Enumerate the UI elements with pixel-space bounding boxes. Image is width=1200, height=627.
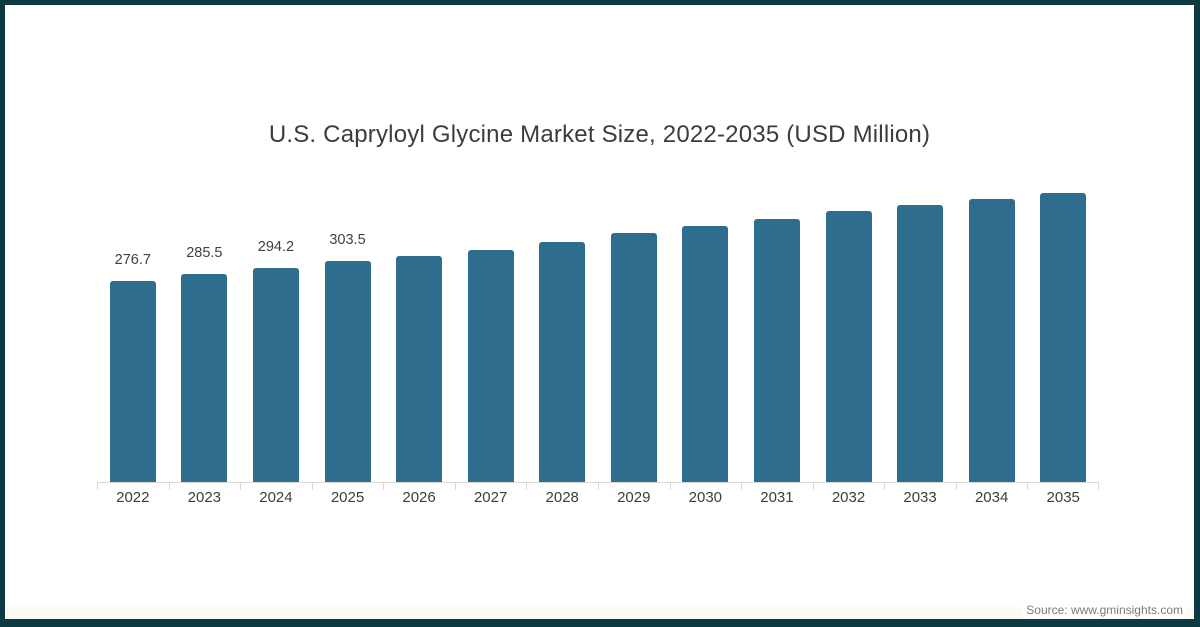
x-axis-label: 2028: [545, 489, 579, 506]
bar-2029: [610, 232, 657, 482]
x-axis-tick: [168, 482, 170, 490]
x-axis-tick: [526, 482, 528, 490]
x-axis-tick: [311, 482, 313, 490]
x-axis-label: 2023: [187, 489, 222, 506]
bar-value-label: 285.5: [186, 245, 223, 262]
x-axis-label: 2031: [760, 489, 794, 506]
bar-2028: [539, 242, 586, 482]
x-axis-label: 2022: [116, 489, 150, 506]
x-axis-label: 2032: [831, 489, 866, 506]
bar-2025: [324, 261, 371, 482]
bar-2030: [682, 226, 729, 482]
x-axis-tick: [1027, 482, 1029, 490]
bar-2034: [968, 198, 1015, 482]
bar-2032: [825, 210, 872, 482]
x-axis-label: 2024: [259, 489, 293, 506]
x-axis-label: 2025: [330, 489, 365, 506]
x-axis-tick: [884, 482, 886, 490]
bar-2022: [109, 280, 156, 482]
x-axis-label: 2027: [473, 489, 508, 506]
x-axis-label: 2034: [974, 489, 1009, 506]
x-axis-tick: [598, 482, 599, 490]
x-axis-tick: [240, 482, 242, 490]
footer-strip: Source: www.gminsights.com: [5, 602, 1194, 619]
bar-value-label: 276.7: [114, 251, 151, 268]
x-axis-tick: [741, 482, 743, 490]
bar-value-label: 303.5: [329, 232, 366, 249]
x-axis-label: 2030: [688, 489, 723, 506]
plot-area: 276.7 2022 285.5 2023 294.2 2024 303.5 2025 2026…: [97, 165, 1099, 506]
x-axis-tick: [383, 482, 385, 490]
x-axis-tick: [97, 482, 98, 490]
x-axis-tick: [812, 482, 814, 490]
x-axis-tick: [669, 482, 671, 490]
bar-2031: [753, 218, 800, 482]
x-axis-label: 2035: [1046, 489, 1080, 506]
x-axis-label: 2026: [402, 489, 436, 506]
x-axis-tick: [454, 482, 456, 490]
bar-2024: [252, 268, 299, 482]
source-attribution: Source: www.gminsights.com: [1023, 602, 1186, 618]
bar-2027: [467, 250, 514, 482]
chart-title: U.S. Capryloyl Glycine Market Size, 2022…: [268, 121, 931, 148]
x-axis-label: 2033: [903, 489, 937, 506]
x-axis-label: 2029: [617, 489, 651, 506]
bar-value-label: 294.2: [257, 239, 295, 256]
bar-2033: [897, 205, 944, 482]
x-axis-tick: [1098, 482, 1099, 490]
bar-2035: [1040, 193, 1087, 482]
bar-2023: [181, 274, 228, 482]
x-axis-tick: [955, 482, 957, 490]
bar-2026: [396, 255, 443, 482]
